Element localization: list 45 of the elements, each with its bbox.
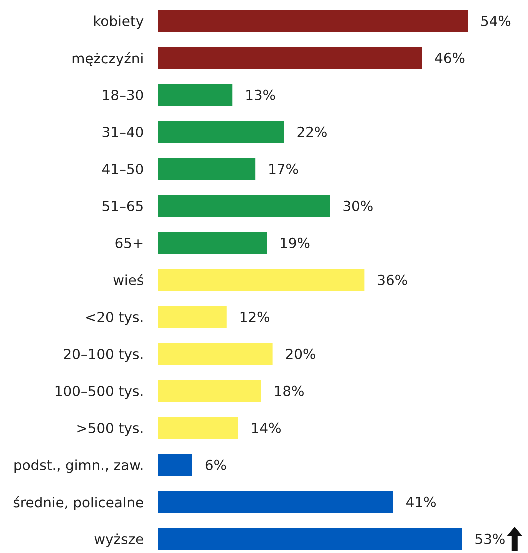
bar (158, 528, 462, 550)
y-tick-label: 51–65 (102, 200, 143, 212)
y-tick-label: podst., gimn., zaw. (14, 460, 143, 474)
data-label: 53% (476, 534, 505, 544)
y-tick-label: 31–40 (102, 126, 144, 138)
y-tick-label: 18–30 (103, 90, 144, 100)
y-tick-label: mężczyźni (72, 52, 143, 66)
y-tick-label: średnie, policealne (14, 496, 144, 510)
bar (158, 232, 268, 254)
bar (158, 343, 273, 365)
data-label: 18% (275, 386, 304, 396)
y-tick-label: 65+ (116, 238, 143, 248)
y-tick-label: >500 tys. (78, 422, 143, 436)
y-tick-label: 41–50 (102, 164, 144, 174)
bar (158, 47, 422, 69)
data-label: 12% (240, 312, 270, 322)
bar (158, 269, 365, 291)
data-label: 30% (344, 200, 373, 212)
y-tick-label: kobiety (94, 16, 144, 30)
data-label: 19% (281, 238, 310, 248)
bar (158, 195, 330, 217)
bar (158, 306, 227, 328)
data-label: 22% (298, 126, 327, 138)
data-label: 36% (378, 274, 408, 286)
y-tick-label: 100–500 tys. (56, 386, 143, 400)
y-tick-label: <20 tys. (86, 312, 143, 326)
y-tick-label: wieś (114, 274, 144, 286)
data-label: 41% (406, 496, 436, 508)
bar (158, 121, 284, 143)
data-label: 17% (270, 164, 298, 174)
data-label: 46% (435, 52, 465, 64)
data-label: 14% (252, 422, 281, 434)
bar (158, 454, 192, 476)
bar (158, 491, 394, 513)
bar (158, 380, 262, 402)
data-label: 6% (206, 460, 226, 470)
bar (158, 417, 238, 439)
bar (158, 158, 256, 180)
data-label: 20% (286, 348, 316, 360)
y-tick-label: 20–100 tys. (64, 348, 143, 362)
y-tick-label: wyższe (94, 534, 144, 548)
bar (158, 10, 468, 32)
data-label: 54% (482, 16, 511, 26)
bar (158, 84, 233, 106)
data-label: 13% (246, 90, 276, 100)
